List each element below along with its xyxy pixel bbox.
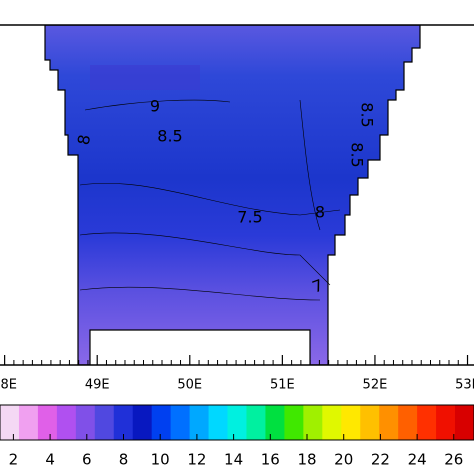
colorbar-swatch (56, 405, 77, 440)
colorbar-swatch (94, 405, 115, 440)
ocean-field (44, 25, 421, 365)
x-tick-label: 51E (270, 378, 295, 393)
colorbar-swatch (37, 405, 58, 440)
colorbar-swatch (208, 405, 229, 440)
colorbar-swatch (436, 405, 456, 440)
colorbar-tick-label: 22 (371, 451, 390, 469)
colorbar-swatch (303, 405, 323, 440)
colorbar-swatch (284, 405, 304, 440)
field-patch (90, 65, 200, 90)
colorbar-swatch (113, 405, 134, 440)
colorbar-tick-label: 6 (82, 451, 92, 469)
colorbar-swatch (227, 405, 247, 440)
colorbar-tick-label: 2 (9, 451, 19, 469)
colorbar-swatch (18, 405, 39, 440)
colorbar-swatch (246, 405, 266, 440)
contour-label: 8 (315, 203, 325, 222)
contour-label: 8 (74, 133, 94, 146)
contour-line (299, 99, 321, 231)
colorbar-swatch (455, 405, 474, 440)
colorbar-swatch (360, 405, 380, 440)
x-tick-label: 49E (85, 378, 110, 393)
contour-label: 8.5 (157, 127, 182, 146)
contour-label: 7.5 (237, 208, 262, 227)
contour-line (79, 286, 321, 301)
colorbar-tick-label: 4 (45, 451, 55, 469)
field (44, 25, 421, 365)
colorbar-swatch (341, 405, 361, 440)
contour-label: 9 (150, 97, 160, 116)
colorbar-frame (0, 404, 474, 441)
contour-label: 8.5 (358, 102, 377, 127)
colorbar-tick-label: 14 (224, 451, 243, 469)
contour-line (79, 182, 341, 216)
colorbar-tick-label: 20 (334, 451, 353, 469)
colorbar-swatch (132, 405, 153, 440)
colorbar-swatch (265, 405, 285, 440)
colorbar-swatch (75, 405, 96, 440)
colorbar-swatch (417, 405, 437, 440)
colorbar-tick-label: 18 (297, 451, 316, 469)
x-tick-label: 52E (363, 378, 388, 393)
colorbar-tick-label: 8 (119, 451, 129, 469)
x-tick-label: 53E (455, 378, 474, 393)
colorbar-swatch (151, 405, 172, 440)
colorbar-swatch (170, 405, 191, 440)
colorbar-swatch (189, 405, 210, 440)
contour-line (79, 232, 331, 286)
x-tick-label: 50E (177, 378, 202, 393)
x-tick-label: 48E (0, 378, 17, 393)
contour-label: 8.5 (348, 142, 367, 167)
colorbar-swatch (322, 405, 342, 440)
colorbar-tick-label: 10 (151, 451, 170, 469)
colorbar-swatch (398, 405, 418, 440)
colorbar-swatch (0, 405, 20, 440)
colorbar-swatch (379, 405, 399, 440)
contour-line (84, 99, 231, 111)
colorbar-tick-label: 16 (261, 451, 280, 469)
colorbar-tick-label: 12 (187, 451, 206, 469)
colorbar-tick-label: 24 (408, 451, 427, 469)
colorbar-tick-label: 26 (444, 451, 463, 469)
